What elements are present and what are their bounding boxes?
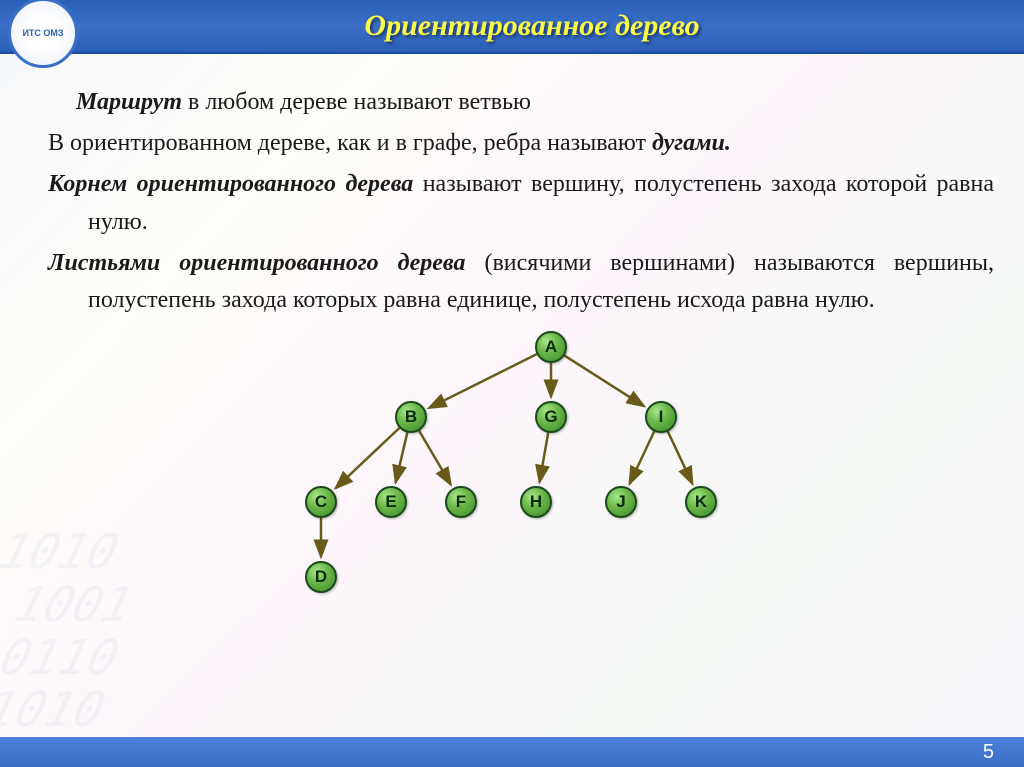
tree-edge xyxy=(396,433,408,483)
term-root: Корнем ориентированного дерева xyxy=(48,171,413,197)
tree-edge xyxy=(668,432,693,484)
background-decor: 1010 1001 10110 1010 xyxy=(0,526,153,737)
tree-node-c: C xyxy=(305,486,337,518)
footer-bar: 5 xyxy=(0,737,1024,767)
term-route: Маршрут xyxy=(76,89,182,115)
p1-text: в любом дереве называют ветвью xyxy=(182,89,531,115)
tree-diagram: A B G I C E F H J K D xyxy=(271,327,771,607)
tree-node-j: J xyxy=(605,486,637,518)
paragraph-2: В ориентированном дереве, как и в графе,… xyxy=(48,125,994,162)
content-area: Маршрут в любом дереве называют ветвью В… xyxy=(0,54,1024,617)
paragraph-1: Маршрут в любом дереве называют ветвью xyxy=(48,84,994,121)
tree-node-i: I xyxy=(645,401,677,433)
tree-edge xyxy=(539,433,548,483)
paragraph-4: Листьями ориентированного дерева (висячи… xyxy=(48,245,994,319)
tree-node-h: H xyxy=(520,486,552,518)
tree-node-b: B xyxy=(395,401,427,433)
tree-edge xyxy=(429,354,537,408)
tree-node-f: F xyxy=(445,486,477,518)
page-number: 5 xyxy=(983,741,994,764)
p2-text: В ориентированном дереве, как и в графе,… xyxy=(48,130,652,156)
tree-node-k: K xyxy=(685,486,717,518)
tree-edge xyxy=(630,432,655,484)
tree-node-g: G xyxy=(535,401,567,433)
tree-node-e: E xyxy=(375,486,407,518)
term-leaves: Листьями ориентированного дерева xyxy=(48,250,465,276)
tree-node-a: A xyxy=(535,331,567,363)
tree-edge xyxy=(419,431,451,485)
paragraph-3: Корнем ориентированного дерева называют … xyxy=(48,166,994,240)
tree-edges xyxy=(271,327,771,607)
logo-text: ИТС ОМЗ xyxy=(22,28,63,38)
term-arcs: дугами. xyxy=(652,130,731,156)
header-bar: ИТС ОМЗ Ориентированное дерево xyxy=(0,0,1024,54)
logo: ИТС ОМЗ xyxy=(8,0,78,68)
slide-title: Ориентированное дерево xyxy=(0,9,1024,43)
tree-edge xyxy=(564,356,644,407)
tree-edge xyxy=(336,428,400,488)
tree-node-d: D xyxy=(305,561,337,593)
